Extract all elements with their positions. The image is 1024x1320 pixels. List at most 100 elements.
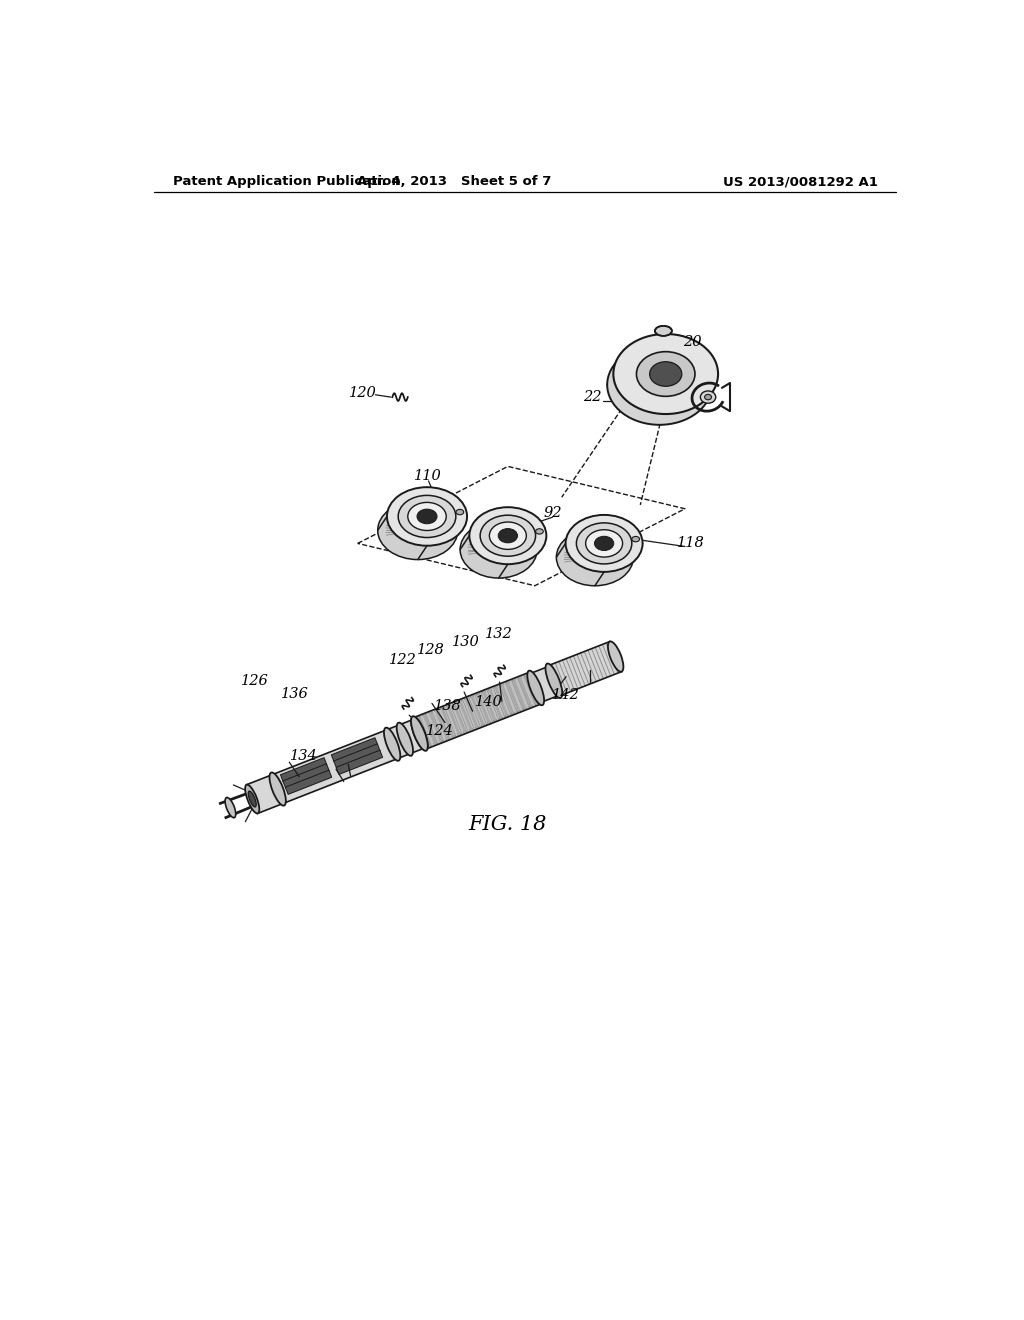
Ellipse shape xyxy=(456,510,464,515)
Ellipse shape xyxy=(398,495,456,537)
Ellipse shape xyxy=(387,487,467,545)
Ellipse shape xyxy=(608,642,624,672)
Text: 128: 128 xyxy=(417,643,444,656)
Polygon shape xyxy=(503,681,518,714)
Text: 122: 122 xyxy=(388,653,416,668)
Text: 110: 110 xyxy=(414,469,441,483)
Text: 92: 92 xyxy=(544,506,562,520)
Polygon shape xyxy=(419,714,434,747)
Ellipse shape xyxy=(637,351,695,396)
Ellipse shape xyxy=(460,521,538,578)
Text: 22: 22 xyxy=(584,391,602,404)
Polygon shape xyxy=(449,702,464,735)
Ellipse shape xyxy=(396,722,413,756)
Polygon shape xyxy=(479,690,495,723)
Polygon shape xyxy=(467,696,482,729)
Ellipse shape xyxy=(412,717,428,750)
Ellipse shape xyxy=(384,727,400,760)
Polygon shape xyxy=(526,672,542,705)
Polygon shape xyxy=(517,676,532,709)
Polygon shape xyxy=(440,706,456,739)
Polygon shape xyxy=(476,692,492,725)
Polygon shape xyxy=(443,705,459,738)
Polygon shape xyxy=(464,697,479,730)
Polygon shape xyxy=(428,710,443,743)
Ellipse shape xyxy=(417,510,437,524)
Ellipse shape xyxy=(655,326,672,335)
Polygon shape xyxy=(520,675,536,708)
Polygon shape xyxy=(286,770,332,795)
Ellipse shape xyxy=(411,717,428,751)
Ellipse shape xyxy=(546,664,562,698)
Text: 132: 132 xyxy=(484,627,512,642)
Ellipse shape xyxy=(613,334,718,414)
Polygon shape xyxy=(336,750,383,775)
Ellipse shape xyxy=(489,521,526,549)
Ellipse shape xyxy=(499,528,517,543)
Text: Apr. 4, 2013   Sheet 5 of 7: Apr. 4, 2013 Sheet 5 of 7 xyxy=(356,176,551,187)
Text: 134: 134 xyxy=(290,748,317,763)
Polygon shape xyxy=(452,701,467,734)
Text: 136: 136 xyxy=(282,686,309,701)
Polygon shape xyxy=(334,744,380,768)
Ellipse shape xyxy=(469,507,547,564)
Polygon shape xyxy=(473,693,488,726)
Polygon shape xyxy=(461,698,476,730)
Polygon shape xyxy=(487,688,503,721)
Polygon shape xyxy=(455,700,470,733)
Polygon shape xyxy=(281,758,327,781)
Polygon shape xyxy=(548,642,622,696)
Ellipse shape xyxy=(245,784,259,813)
Polygon shape xyxy=(497,684,512,717)
Text: 20: 20 xyxy=(683,335,701,348)
Ellipse shape xyxy=(632,536,640,541)
Polygon shape xyxy=(332,738,378,762)
Polygon shape xyxy=(425,711,440,744)
Ellipse shape xyxy=(378,502,458,560)
Text: 140: 140 xyxy=(475,696,503,709)
Ellipse shape xyxy=(595,536,613,550)
Ellipse shape xyxy=(556,529,634,586)
Text: FIG. 18: FIG. 18 xyxy=(469,814,547,834)
Polygon shape xyxy=(434,709,450,741)
Ellipse shape xyxy=(480,515,536,556)
Ellipse shape xyxy=(705,395,712,400)
Polygon shape xyxy=(247,643,622,813)
Text: Patent Application Publication: Patent Application Publication xyxy=(173,176,400,187)
Polygon shape xyxy=(512,678,527,710)
Text: 126: 126 xyxy=(242,675,269,688)
Text: 138: 138 xyxy=(434,698,462,713)
Text: US 2013/0081292 A1: US 2013/0081292 A1 xyxy=(723,176,878,187)
Polygon shape xyxy=(470,694,485,727)
Text: 130: 130 xyxy=(452,635,479,649)
Polygon shape xyxy=(416,715,431,748)
Polygon shape xyxy=(458,700,473,731)
Polygon shape xyxy=(446,704,462,737)
Polygon shape xyxy=(431,710,446,742)
Ellipse shape xyxy=(527,671,544,705)
Ellipse shape xyxy=(700,391,716,404)
Text: 124: 124 xyxy=(426,723,454,738)
Ellipse shape xyxy=(248,791,256,807)
Polygon shape xyxy=(414,717,429,750)
Ellipse shape xyxy=(565,515,643,572)
Ellipse shape xyxy=(577,523,632,564)
Ellipse shape xyxy=(225,797,236,817)
Polygon shape xyxy=(506,680,521,713)
Text: 142: 142 xyxy=(552,688,580,702)
Polygon shape xyxy=(422,713,437,746)
Polygon shape xyxy=(484,689,500,721)
Text: 120: 120 xyxy=(349,387,377,400)
Polygon shape xyxy=(494,685,509,718)
Ellipse shape xyxy=(536,529,544,535)
Ellipse shape xyxy=(607,345,712,425)
Ellipse shape xyxy=(649,362,682,387)
Polygon shape xyxy=(523,673,539,706)
Text: 118: 118 xyxy=(677,536,705,550)
Polygon shape xyxy=(482,689,498,722)
Polygon shape xyxy=(437,708,453,741)
Ellipse shape xyxy=(269,772,286,805)
Polygon shape xyxy=(500,682,515,715)
Polygon shape xyxy=(515,677,530,710)
Polygon shape xyxy=(490,686,506,719)
